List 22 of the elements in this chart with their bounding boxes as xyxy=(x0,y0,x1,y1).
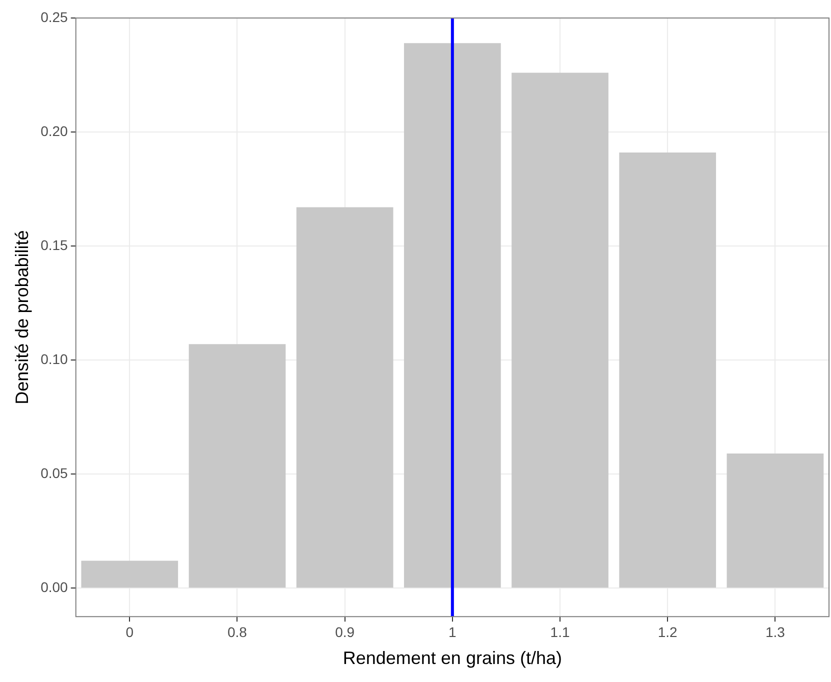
bar xyxy=(188,344,286,588)
bar xyxy=(512,72,608,588)
x-tick-label: 0.9 xyxy=(335,624,355,640)
x-tick-label: 1 xyxy=(448,624,457,640)
bar xyxy=(619,152,716,588)
y-axis-title: Densité de probabilité xyxy=(12,230,32,404)
bar xyxy=(296,207,394,588)
x-tick-label: 1.1 xyxy=(550,624,570,640)
x-tick-label: 0.8 xyxy=(228,624,248,640)
x-axis-title: Rendement en grains (t/ha) xyxy=(342,648,562,668)
y-tick-label: 0.20 xyxy=(40,122,68,139)
bar xyxy=(81,560,178,588)
x-tick-label: 0 xyxy=(126,624,134,640)
y-tick-label: 0.15 xyxy=(40,236,68,253)
y-tick-label: 0.05 xyxy=(40,464,68,481)
bar xyxy=(404,43,501,588)
y-tick-label: 0.10 xyxy=(40,350,68,367)
x-tick-label: 1.3 xyxy=(765,624,786,640)
y-tick-label: 0.00 xyxy=(40,578,68,595)
bar xyxy=(726,454,824,588)
y-tick-label: 0.25 xyxy=(40,8,68,25)
x-tick-label: 1.2 xyxy=(658,624,678,640)
